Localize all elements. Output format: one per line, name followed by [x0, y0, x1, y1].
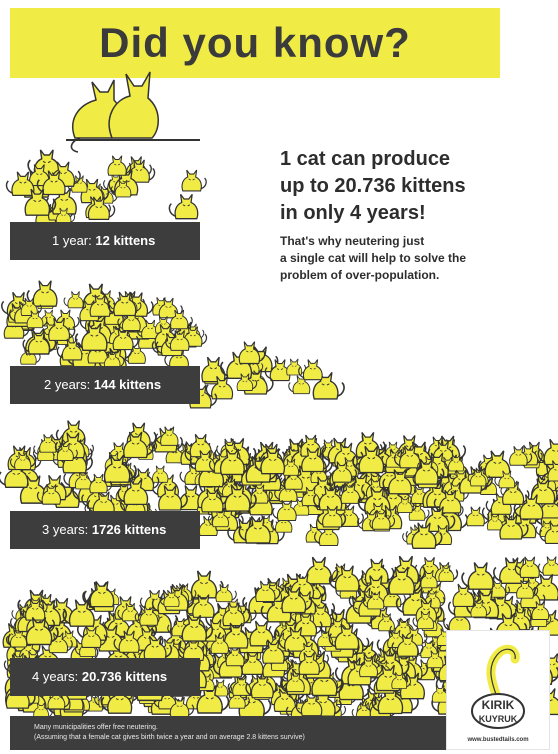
- logo-word-2: KUYRUK: [479, 714, 518, 724]
- stage-prefix: 1 year:: [52, 233, 92, 248]
- cat-silhouette-icon: [83, 580, 115, 608]
- subtext-line: a single cat will help to solve the: [280, 251, 467, 265]
- cat-silhouette-icon: [298, 358, 323, 381]
- cat-silhouette-icon: [215, 583, 237, 603]
- cat-silhouette-icon: [168, 193, 199, 220]
- stage-prefix: 3 years:: [42, 522, 89, 537]
- neutering-message: That's why neutering just a single cat w…: [280, 233, 545, 284]
- cat-silhouette-icon: [107, 155, 132, 176]
- cat-silhouette-icon: [305, 556, 339, 585]
- cat-silhouette-icon: [537, 556, 558, 576]
- logo-url: www.bustedtails.com: [467, 737, 529, 743]
- stage-label-2-years: 2 years: 144 kittens: [10, 366, 200, 404]
- stage-value: 144 kittens: [93, 377, 162, 392]
- page-title: Did you know?: [99, 19, 411, 66]
- cat-silhouette-icon: [493, 556, 525, 585]
- headline-text: 1 cat can produce up to 20.736 kittens i…: [280, 146, 540, 227]
- subtext-line: problem of over-population.: [280, 268, 440, 282]
- headline-line: up to 20.736 kittens: [280, 175, 466, 197]
- footer-line-1: Many municipalities offer free neutering…: [34, 724, 158, 731]
- headline-line: 1 cat can produce: [280, 148, 451, 170]
- stage-value: 12 kittens: [95, 233, 156, 248]
- cat-silhouette-icon: [286, 358, 306, 376]
- cat-silhouette-icon: [466, 506, 490, 527]
- headline-line: in only 4 years!: [280, 202, 426, 224]
- stage-value: 1726 kittens: [91, 522, 167, 537]
- cat-silhouette-icon: [63, 290, 84, 309]
- stage-label-4-years: 4 years: 20.736 kittens: [10, 658, 200, 696]
- stage-prefix: 2 years:: [44, 377, 91, 392]
- stage-value: 20.736 kittens: [81, 669, 168, 684]
- kirik-kuyruk-logo: KIRIK KUYRUK www.bustedtails.com: [446, 630, 550, 750]
- cat-tail-logo-icon: KIRIK KUYRUK: [471, 644, 525, 729]
- logo-word-1: KIRIK: [482, 698, 515, 712]
- cat-silhouette-icon: [5, 171, 35, 197]
- cat-silhouette-icon: [181, 169, 207, 192]
- subtext-line: That's why neutering just: [280, 234, 425, 248]
- stage-prefix: 4 years:: [32, 669, 79, 684]
- title-banner: Did you know?: [10, 8, 500, 78]
- parent-cats: [66, 71, 200, 153]
- cat-silhouette-icon: [461, 561, 494, 591]
- stage-label-1-year: 1 year: 12 kittens: [10, 222, 200, 260]
- stage-label-3-years: 3 years: 1726 kittens: [10, 511, 200, 549]
- footer-line-2: (Assuming that a female cat gives birth …: [34, 734, 305, 741]
